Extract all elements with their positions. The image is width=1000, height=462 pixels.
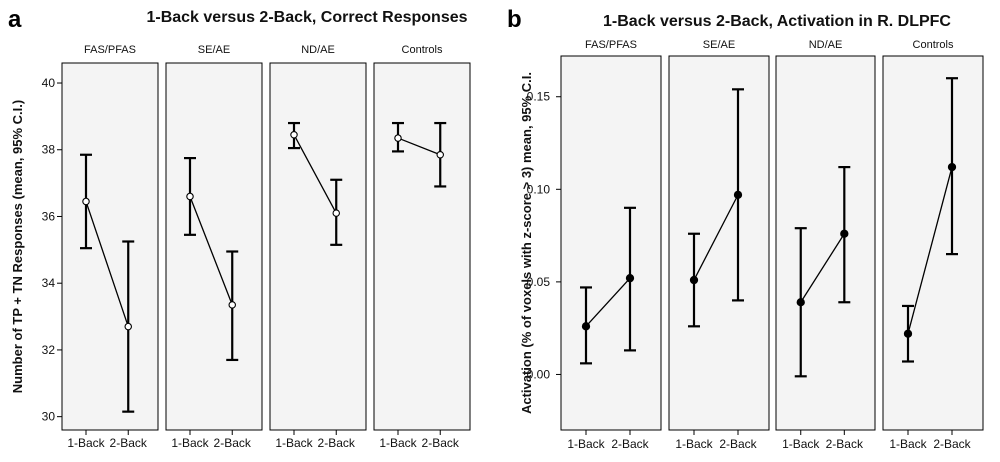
- series-line: [800, 233, 845, 303]
- group-label: ND/AE: [809, 39, 843, 51]
- group-label: SE/AE: [703, 39, 735, 51]
- y-axis-label-b: Activation (% of voxels with z-score > 3…: [519, 72, 534, 414]
- y-tick-label: 0.10: [527, 182, 551, 196]
- panel-frame: [668, 55, 770, 431]
- x-category-label: 1-Back: [675, 437, 713, 451]
- mean-point: [689, 275, 699, 285]
- y-tick-label: 32: [42, 343, 56, 357]
- chart-title-a: 1-Back versus 2-Back, Correct Responses: [146, 9, 467, 26]
- chart-title-b: 1-Back versus 2-Back, Activation in R. D…: [603, 13, 951, 30]
- mean-point: [947, 162, 957, 172]
- mean-point: [903, 329, 913, 338]
- chart-a: a 1-Back versus 2-Back, Correct Responses…: [8, 6, 471, 450]
- series-line: [85, 201, 129, 327]
- x-category-label: 2-Back: [318, 436, 356, 450]
- group-label: Controls: [402, 44, 443, 56]
- y-tick-label: 0.00: [527, 367, 551, 381]
- panel-a-2: ND/AE 1-Back 2-Back: [269, 44, 367, 450]
- x-category-label: 1-Back: [782, 437, 820, 451]
- series-line: [585, 277, 631, 327]
- mean-point: [394, 134, 402, 142]
- mean-point: [186, 192, 194, 201]
- x-category-label: 2-Back: [110, 436, 148, 450]
- panel-frame: [882, 55, 984, 431]
- series-line: [293, 134, 337, 214]
- x-category-label: 1-Back: [67, 436, 105, 450]
- panel-frame: [61, 62, 159, 431]
- x-category-label: 1-Back: [567, 437, 605, 451]
- panel-frame: [775, 55, 876, 431]
- y-tick-label: 34: [42, 276, 56, 290]
- mean-point: [625, 274, 635, 283]
- y-tick-label: 40: [42, 76, 56, 90]
- mean-point: [840, 229, 849, 238]
- mean-point: [332, 209, 340, 217]
- y-tick-label: 36: [42, 209, 56, 223]
- series-line: [693, 194, 739, 281]
- x-category-label: 2-Back: [214, 436, 252, 450]
- group-label: ND/AE: [301, 44, 335, 56]
- series-line: [907, 166, 953, 334]
- panel-frame: [269, 62, 367, 431]
- panel-letter-a: a: [8, 6, 22, 33]
- mean-point: [581, 322, 591, 331]
- group-label: FAS/PFAS: [84, 44, 136, 56]
- x-category-label: 1-Back: [171, 436, 209, 450]
- y-axis-label-a: Number of TP + TN Responses (mean, 95% C…: [10, 100, 25, 393]
- mean-point: [124, 322, 132, 331]
- group-label: SE/AE: [198, 44, 230, 56]
- x-category-label: 2-Back: [422, 436, 460, 450]
- x-category-label: 2-Back: [933, 437, 971, 451]
- panel-a-3: Controls 1-Back 2-Back: [373, 44, 471, 450]
- panel-letter-b: b: [507, 6, 522, 33]
- x-category-label: 1-Back: [275, 436, 313, 450]
- panel-frame: [560, 55, 662, 431]
- x-category-label: 1-Back: [889, 437, 927, 451]
- panel-a-1: SE/AE 1-Back 2-Back: [165, 44, 263, 450]
- mean-point: [290, 130, 298, 139]
- mean-point: [436, 151, 444, 159]
- y-tick-label: 30: [42, 410, 56, 424]
- chart-b: b 1-Back versus 2-Back, Activation in R. …: [507, 6, 984, 451]
- panel-frame: [373, 62, 471, 431]
- mean-point: [733, 190, 743, 200]
- x-category-label: 2-Back: [826, 437, 864, 451]
- series-line: [189, 196, 233, 306]
- x-category-label: 2-Back: [719, 437, 757, 451]
- group-label: FAS/PFAS: [585, 39, 637, 51]
- mean-point: [228, 301, 236, 309]
- panel-b-3: Controls 1-Back 2-Back: [882, 39, 984, 451]
- group-label: Controls: [913, 39, 954, 51]
- panel-a-0: FAS/PFAS 1-Back 2-Back: [61, 44, 159, 450]
- panel-b-2: ND/AE 1-Back 2-Back: [775, 39, 876, 451]
- mean-point: [796, 298, 805, 307]
- x-category-label: 2-Back: [611, 437, 649, 451]
- mean-point: [82, 197, 90, 206]
- y-tick-label: 0.15: [527, 90, 551, 104]
- y-tick-label: 0.05: [527, 275, 551, 289]
- panel-b-1: SE/AE 1-Back 2-Back: [668, 39, 770, 451]
- series-line: [397, 137, 441, 156]
- panel-b-0: FAS/PFAS 1-Back 2-Back: [560, 39, 662, 451]
- x-category-label: 1-Back: [379, 436, 417, 450]
- panel-frame: [165, 62, 263, 431]
- y-tick-label: 38: [42, 143, 56, 157]
